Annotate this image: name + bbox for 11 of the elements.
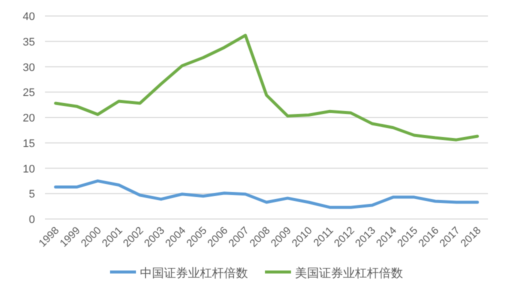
y-tick-label: 40 <box>22 11 35 23</box>
y-tick-label: 25 <box>22 87 35 100</box>
y-tick-label: 30 <box>22 62 35 74</box>
y-tick-label: 35 <box>22 36 35 48</box>
y-tick-label: 20 <box>22 112 35 124</box>
legend-label: 中国证券业杠杆倍数 <box>140 266 248 280</box>
legend-label: 美国证券业杠杆倍数 <box>295 266 403 280</box>
y-tick-label: 10 <box>22 163 35 176</box>
y-tick-label: 0 <box>28 214 35 226</box>
y-tick-label: 15 <box>22 138 35 150</box>
y-tick-label: 5 <box>28 188 35 201</box>
